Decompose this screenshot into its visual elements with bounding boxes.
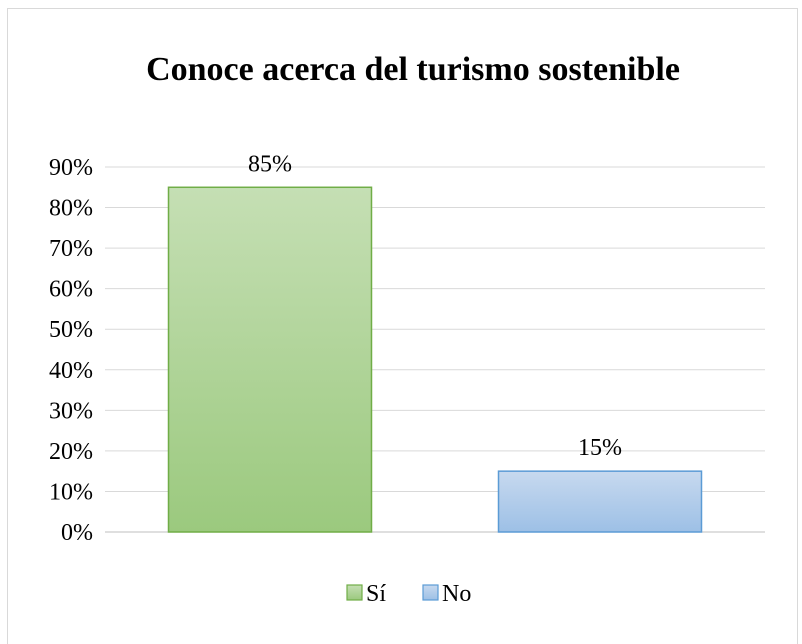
legend-swatch (346, 584, 363, 601)
y-tick-label: 0% (61, 520, 93, 546)
y-tick-label: 30% (49, 398, 93, 424)
bar-si (167, 186, 373, 533)
legend: Sí No (346, 581, 471, 607)
legend-label: Sí (366, 581, 386, 607)
y-tick-label: 70% (49, 236, 93, 262)
chart-frame (7, 8, 798, 644)
data-label: 85% (248, 151, 292, 177)
y-tick-label: 10% (49, 479, 93, 505)
chart-title: Conoce acerca del turismo sostenible (146, 51, 680, 88)
y-tick-label: 60% (49, 277, 93, 303)
y-tick-label: 40% (49, 358, 93, 384)
bars (167, 186, 703, 533)
data-labels: 85% 15% (248, 151, 622, 461)
legend-label: No (442, 581, 471, 607)
bar-no (497, 470, 703, 533)
y-tick-label: 90% (49, 155, 93, 181)
data-label: 15% (578, 435, 622, 461)
y-tick-label: 80% (49, 196, 93, 222)
y-tick-label: 20% (49, 439, 93, 465)
y-axis-tick-labels: 0% 10% 20% 30% 40% 50% 60% 70% 80% 90% (49, 155, 93, 546)
legend-swatch (422, 584, 439, 601)
y-tick-label: 50% (49, 317, 93, 343)
